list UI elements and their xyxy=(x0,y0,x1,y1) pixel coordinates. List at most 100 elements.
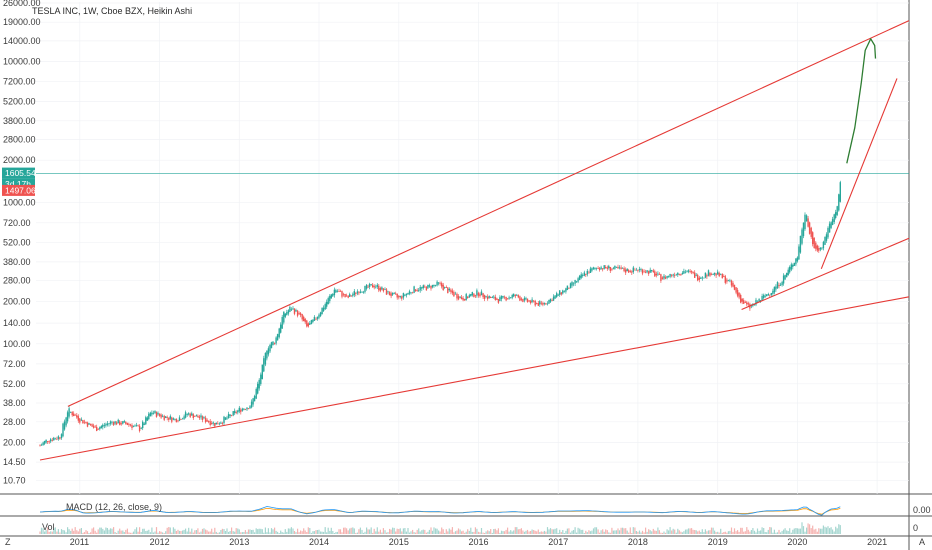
volume-bar xyxy=(205,529,207,534)
candle-body xyxy=(112,422,115,425)
candle-body xyxy=(605,267,607,268)
volume-bar xyxy=(617,528,619,534)
volume-bar xyxy=(237,528,239,534)
candle-body xyxy=(204,417,207,423)
candle-body xyxy=(364,285,366,292)
volume-bar xyxy=(284,529,286,534)
candle-body xyxy=(47,441,49,442)
candle-body xyxy=(198,416,201,418)
volume-bar xyxy=(132,531,135,534)
candle-body xyxy=(63,421,66,430)
candle-body xyxy=(263,358,265,372)
candle-body xyxy=(218,423,221,425)
volume-bar xyxy=(723,532,725,534)
candle-body xyxy=(174,418,176,420)
volume-bar xyxy=(602,529,604,534)
volume-bar xyxy=(556,528,558,534)
candle-body xyxy=(379,288,382,291)
volume-bar xyxy=(361,529,363,534)
candle-body xyxy=(480,291,483,296)
candle-body xyxy=(338,291,340,292)
volume-bar xyxy=(747,529,749,534)
candle-body xyxy=(641,269,644,274)
candle-body xyxy=(625,269,627,273)
candle-body xyxy=(667,276,670,278)
volume-bar xyxy=(90,532,92,534)
candle-body xyxy=(577,278,579,282)
volume-bar xyxy=(125,529,127,534)
volume-bar xyxy=(390,529,392,534)
candle-body xyxy=(293,308,296,314)
trendline[interactable] xyxy=(820,78,898,270)
volume-bar xyxy=(79,528,81,534)
volume-bar xyxy=(729,530,731,534)
trendline[interactable] xyxy=(39,296,910,461)
candle-body xyxy=(735,287,737,293)
volume-bar xyxy=(208,531,210,534)
volume-bar xyxy=(159,531,161,534)
candle-body xyxy=(206,419,208,422)
candle-body xyxy=(450,289,452,292)
projection-arrow[interactable] xyxy=(846,38,877,164)
volume-bar xyxy=(320,531,322,534)
volume-bar xyxy=(375,531,377,534)
candle-body xyxy=(212,422,214,424)
projection-annotation[interactable] xyxy=(846,38,877,164)
volume-bar xyxy=(678,530,680,534)
volume-bar xyxy=(488,531,490,534)
volume-bar xyxy=(572,530,575,534)
volume-bar xyxy=(812,525,814,534)
candle-body xyxy=(560,292,562,295)
candle-body xyxy=(763,295,765,299)
candle-body xyxy=(781,282,783,286)
trendline[interactable] xyxy=(741,237,910,311)
candle-body xyxy=(638,269,641,271)
volume-bar xyxy=(681,532,683,534)
candle-body xyxy=(506,298,509,300)
volume-bar xyxy=(119,528,121,534)
candle-body xyxy=(266,350,268,359)
volume-bar xyxy=(303,528,305,534)
volume-bar xyxy=(628,532,630,534)
time-axis[interactable]: 2011 2012 2013 2014 2015 2016 2017 2018 2019 2020… xyxy=(70,537,887,547)
candle-body xyxy=(674,274,676,276)
candle-body xyxy=(822,241,825,249)
volume-bar xyxy=(462,530,464,534)
candle-body xyxy=(329,295,331,302)
trendline[interactable] xyxy=(67,20,910,407)
candle-body xyxy=(726,279,728,282)
volume-bar xyxy=(177,529,179,534)
volume-bar xyxy=(720,528,722,534)
volume-bar xyxy=(221,528,223,534)
volume-bar xyxy=(326,532,328,534)
volume-bar xyxy=(289,528,291,534)
candle-body xyxy=(280,324,282,333)
volume-bar xyxy=(476,528,478,534)
candle-body xyxy=(336,290,339,292)
volume-bar xyxy=(454,531,457,534)
volume-bar xyxy=(519,529,521,534)
candle-body xyxy=(615,266,618,268)
candle-body xyxy=(634,269,636,271)
volume-bar xyxy=(435,528,437,534)
volume-bar xyxy=(251,530,253,534)
volume-bar xyxy=(74,527,76,534)
volume-bar xyxy=(111,528,113,534)
corner-left-label[interactable]: Z xyxy=(5,537,11,547)
time-tick-label: 2017 xyxy=(548,537,568,547)
volume-bar xyxy=(65,532,67,534)
trendlines[interactable] xyxy=(39,20,910,461)
volume-bar xyxy=(513,530,515,534)
candle-body xyxy=(500,296,503,299)
volume-bar xyxy=(781,530,783,534)
volume-bar xyxy=(280,530,282,534)
corner-right-label[interactable]: A xyxy=(919,537,925,547)
volume-bar xyxy=(209,531,211,534)
volume-bar xyxy=(438,530,440,534)
candle-body xyxy=(740,295,742,303)
volume-bar xyxy=(267,528,269,534)
price-axis[interactable]: 26000.00 19000.00 14000.00 10000.00 7200.00 5… xyxy=(3,0,41,486)
volume-bar xyxy=(415,532,417,534)
